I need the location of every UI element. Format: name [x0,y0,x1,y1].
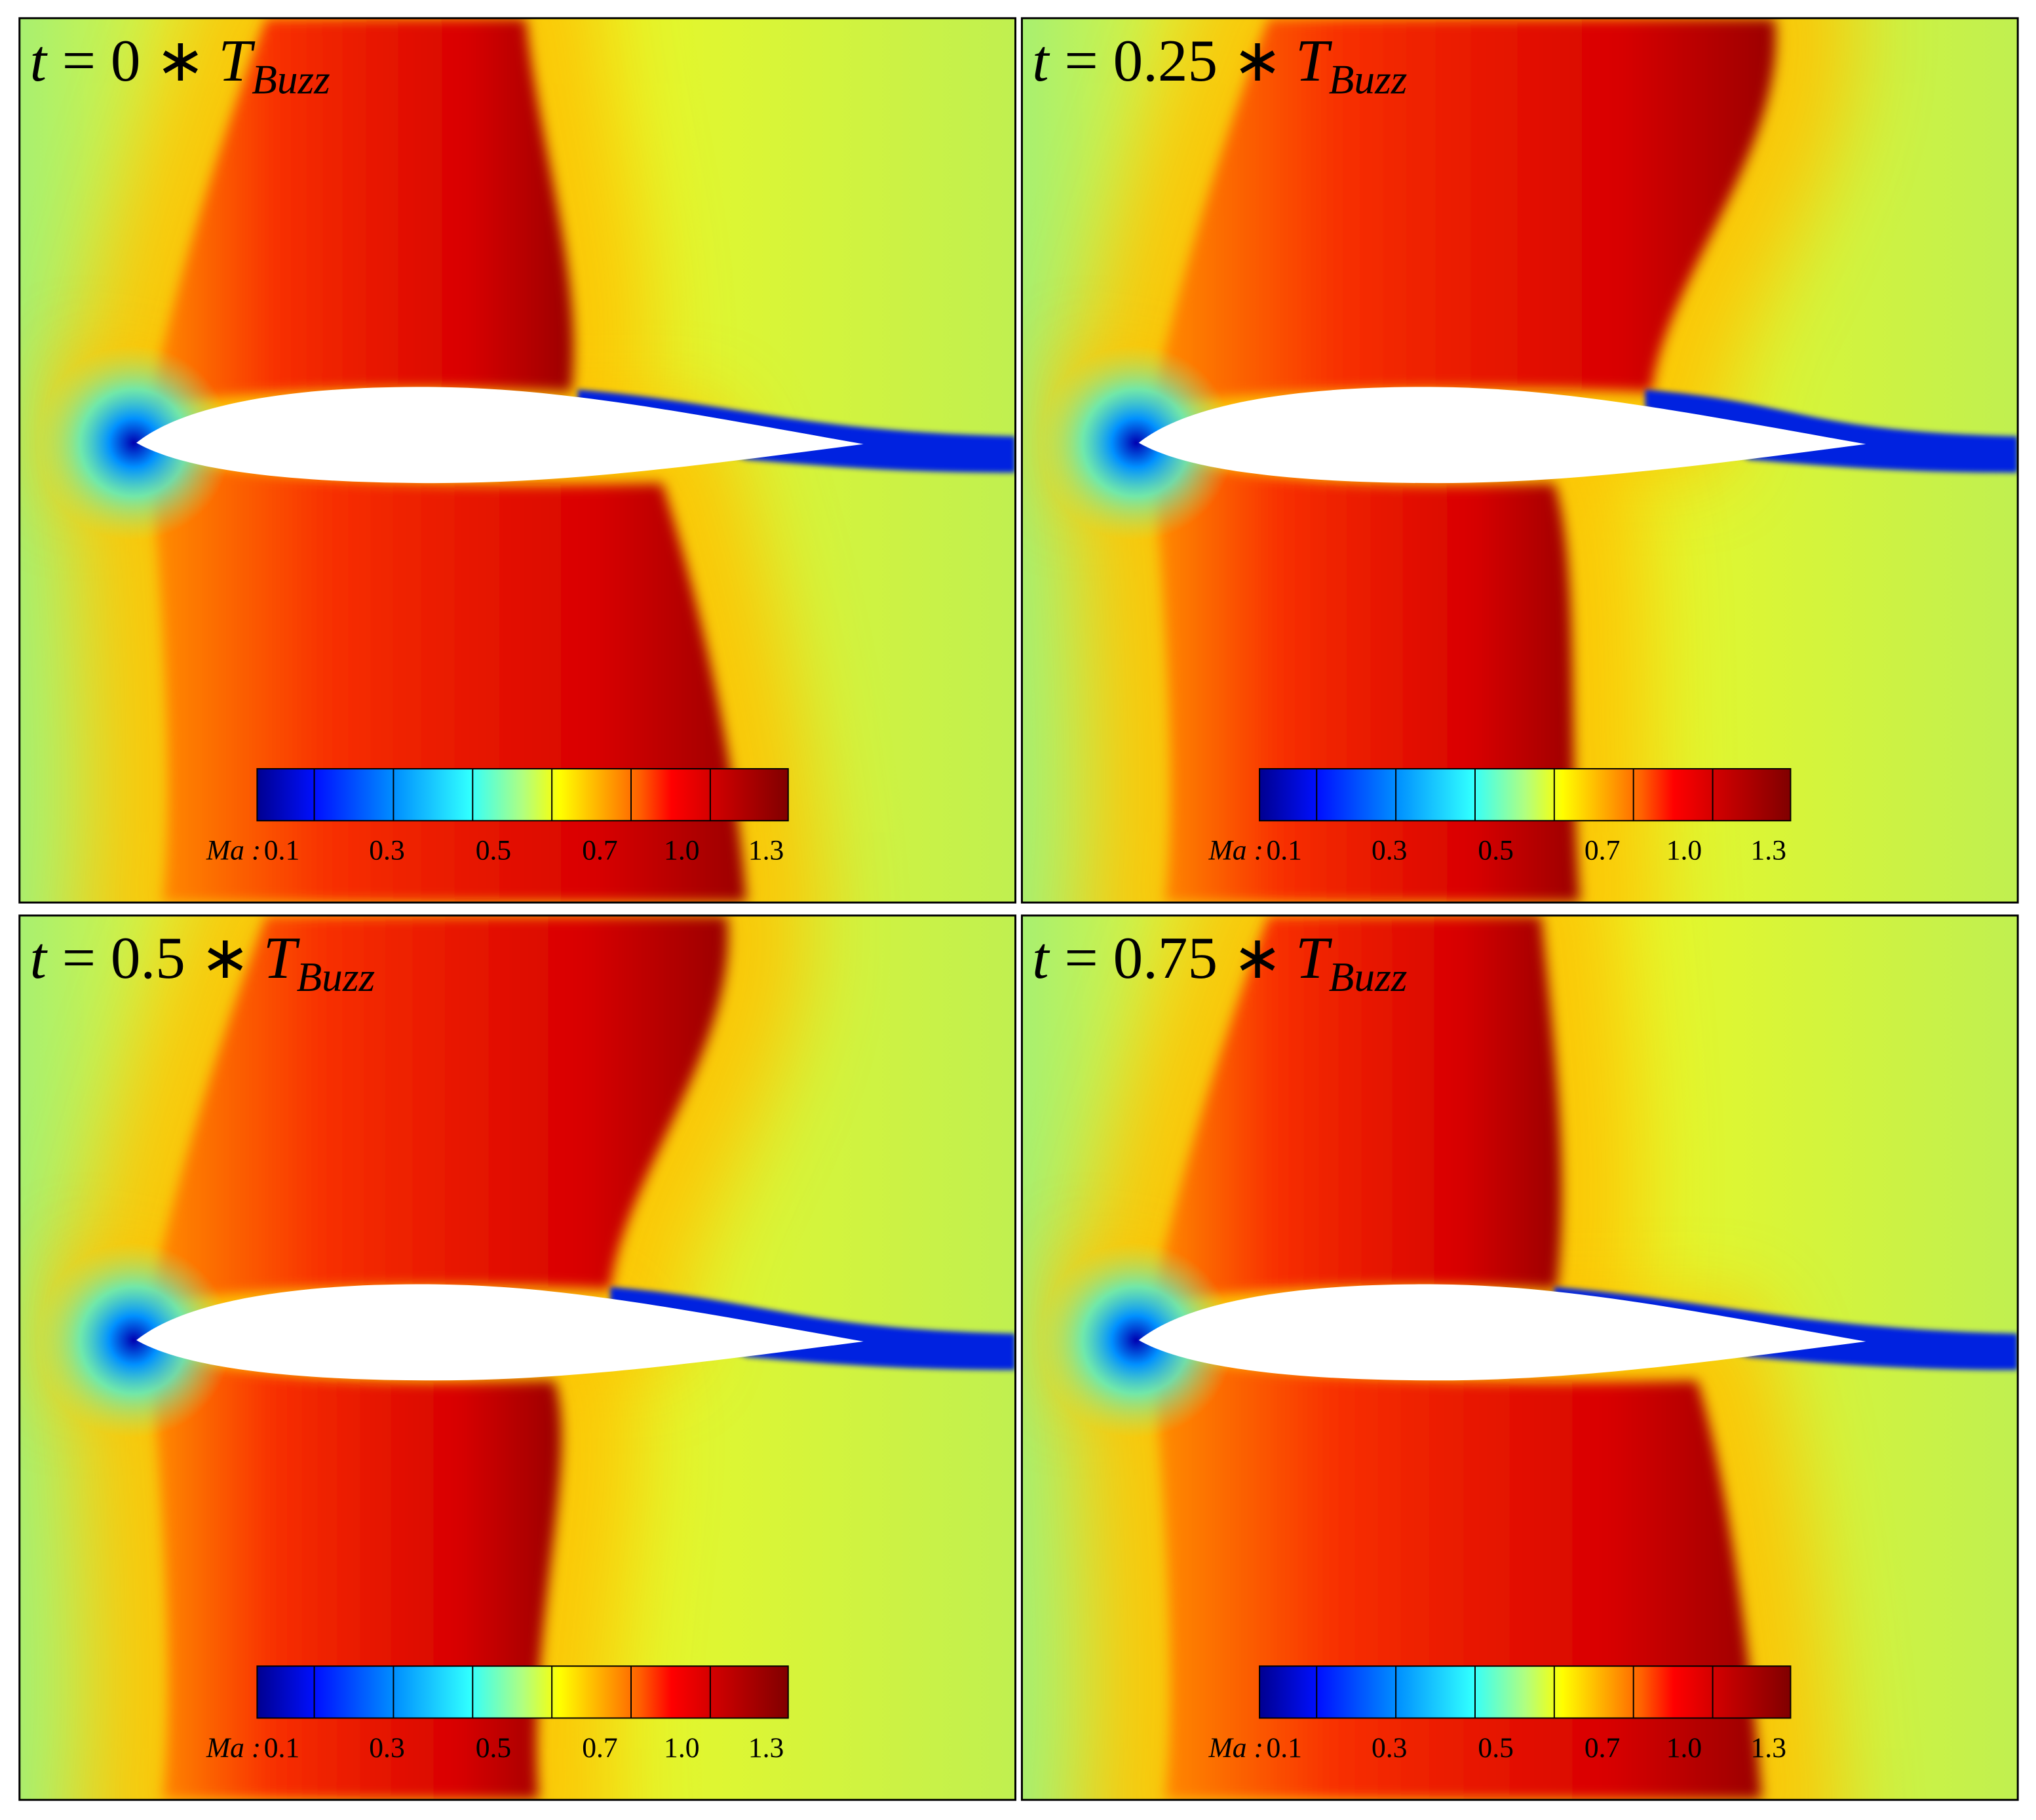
title-expression: = 0.5 ∗ [62,925,250,991]
panel-border [18,17,1017,904]
stagnation [36,1243,231,1438]
colorbar-tick-label: 1.3 [1751,835,1786,866]
panel-border [1020,17,2019,904]
panel-title: t = 0.5 ∗ TBuzz [30,925,375,1000]
title-symbol: T [1296,28,1333,94]
colorbar-tick-label: 0.5 [1478,835,1513,866]
colorbar-tick-label: 0.7 [582,835,617,866]
colorbar-label: Ma : [1208,1732,1263,1764]
title-variable: t [1032,925,1050,991]
colorbar-tick-label: 0.1 [1266,835,1301,866]
colorbar-tick-label: 0.3 [369,835,404,866]
colorbar: Ma :0.1 0.3 0.5 0.7 1.0 1.3 [206,768,789,866]
title-symbol: T [263,925,301,991]
flow-field [1022,18,2018,903]
colorbar-tick-label: 1.3 [748,1732,784,1764]
airfoil [136,387,864,484]
panel: t = 0.25 ∗ TBuzz Ma :0.1 0.3 0.5 0.7 1.0 1.3 [1020,17,2019,904]
colorbar-tick-label: 0.7 [1585,835,1620,866]
stagnation [1039,1243,1234,1438]
supersonic-region [1151,18,1777,408]
panel-title: t = 0.75 ∗ TBuzz [1032,925,1407,1000]
colorbar-tick-label: 1.0 [1666,835,1702,866]
colorbar: Ma :0.1 0.3 0.5 0.7 1.0 1.3 [1208,768,1792,866]
colorbar-tick-label: 1.0 [664,835,699,866]
colorbar-tick-label: 0.3 [369,1732,404,1764]
stagnation [36,345,231,541]
colorbar-tick-label: 0.1 [264,835,299,866]
colorbar-tick-label: 1.3 [748,835,784,866]
colorbar-tick-label: 0.3 [1372,1732,1407,1764]
title-subscript: Buzz [1329,954,1408,1000]
colorbar-tick-label: 1.0 [1666,1732,1702,1764]
colorbar: Ma :0.1 0.3 0.5 0.7 1.0 1.3 [206,1665,789,1764]
title-expression: = 0 ∗ [62,28,206,94]
title-variable: t [1032,28,1050,94]
title-subscript: Buzz [1329,57,1408,103]
colorbar-label: Ma : [206,835,261,866]
colorbar-tick-label: 0.3 [1372,835,1407,866]
panel: t = 0.75 ∗ TBuzz Ma :0.1 0.3 0.5 0.7 1.0 1.3 [1020,914,2019,1801]
panel: t = 0 ∗ TBuzz Ma :0.1 0.3 0.5 0.7 1.0 1.3 [18,17,1017,904]
colorbar-tick-label: 0.5 [1478,1732,1513,1764]
title-expression: = 0.75 ∗ [1064,925,1282,991]
panel-border [18,914,1017,1801]
supersonic-region [1151,915,1562,1306]
airfoil [1138,1284,1866,1381]
colorbar-tick-label: 0.7 [582,1732,617,1764]
panel-title: t = 0 ∗ TBuzz [30,28,330,103]
flow-field [1022,915,2018,1800]
colorbar-scale [1259,768,1792,822]
title-expression: = 0.25 ∗ [1064,28,1282,94]
airfoil [136,1284,864,1381]
title-variable: t [30,28,48,94]
colorbar-scale [256,1665,789,1719]
title-symbol: T [218,28,256,94]
colorbar-scale [256,768,789,822]
stagnation [1039,345,1234,541]
colorbar-scale [1259,1665,1792,1719]
wake [577,389,1016,473]
title-symbol: T [1296,925,1333,991]
colorbar-tick-label: 0.1 [1266,1732,1301,1764]
supersonic-region [149,915,729,1306]
colorbar: Ma :0.1 0.3 0.5 0.7 1.0 1.3 [1208,1665,1792,1764]
supersonic-region [149,18,574,408]
panel: t = 0.5 ∗ TBuzz Ma :0.1 0.3 0.5 0.7 1.0 1.3 [18,914,1017,1801]
title-variable: t [30,925,48,991]
colorbar-tick-label: 0.5 [476,835,511,866]
airfoil [1138,387,1866,484]
colorbar-label: Ma : [206,1732,261,1764]
colorbar-label: Ma : [1208,835,1263,866]
colorbar-tick-label: 0.7 [1585,1732,1620,1764]
wake [610,1287,1016,1370]
colorbar-tick-label: 1.0 [664,1732,699,1764]
title-subscript: Buzz [252,57,330,103]
panel-border [1020,914,2019,1801]
panel-title: t = 0.25 ∗ TBuzz [1032,28,1407,103]
title-subscript: Buzz [296,954,375,1000]
colorbar-tick-label: 1.3 [1751,1732,1786,1764]
colorbar-tick-label: 0.5 [476,1732,511,1764]
colorbar-tick-label: 0.1 [264,1732,299,1764]
